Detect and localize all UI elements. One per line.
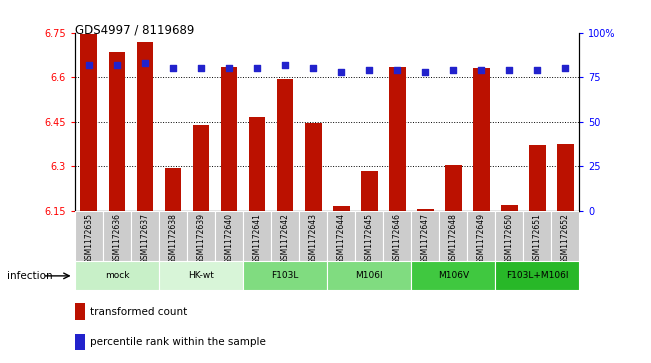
Bar	[557, 144, 574, 211]
Bar	[551, 211, 579, 261]
Bar	[445, 164, 462, 211]
Point	[448, 67, 458, 73]
Bar	[473, 68, 490, 211]
Bar	[159, 261, 243, 290]
Bar	[159, 211, 187, 261]
Point	[84, 62, 94, 68]
Bar	[215, 211, 243, 261]
Text: GSM1172638: GSM1172638	[169, 213, 178, 264]
Text: GSM1172646: GSM1172646	[393, 213, 402, 264]
Text: GSM1172649: GSM1172649	[477, 213, 486, 264]
Bar	[277, 79, 294, 211]
Bar	[243, 261, 327, 290]
Point	[392, 67, 402, 73]
Bar	[165, 168, 182, 211]
Text: GDS4997 / 8119689: GDS4997 / 8119689	[75, 24, 194, 37]
Bar	[327, 211, 355, 261]
Text: M106V: M106V	[437, 272, 469, 280]
Point	[112, 62, 122, 68]
Bar	[529, 145, 546, 211]
Bar	[495, 211, 523, 261]
Text: GSM1172645: GSM1172645	[365, 213, 374, 264]
Text: GSM1172639: GSM1172639	[197, 213, 206, 264]
Bar	[305, 123, 322, 211]
Bar	[249, 117, 266, 211]
Bar	[327, 261, 411, 290]
Bar	[299, 211, 327, 261]
Point	[476, 67, 486, 73]
Text: GSM1172648: GSM1172648	[449, 213, 458, 264]
Bar	[81, 34, 97, 211]
Text: HK-wt: HK-wt	[188, 272, 214, 280]
Bar	[467, 211, 495, 261]
Text: GSM1172650: GSM1172650	[505, 213, 514, 264]
Text: GSM1172642: GSM1172642	[281, 213, 290, 264]
Bar	[361, 171, 378, 211]
Point	[560, 65, 570, 71]
Point	[308, 65, 318, 71]
Point	[532, 67, 542, 73]
Text: infection: infection	[7, 271, 52, 281]
Point	[364, 67, 374, 73]
Bar	[495, 261, 579, 290]
Bar	[411, 211, 439, 261]
Bar	[243, 211, 271, 261]
Text: transformed count: transformed count	[90, 307, 187, 317]
Point	[140, 60, 150, 66]
Point	[224, 65, 234, 71]
Point	[420, 69, 430, 75]
Text: GSM1172643: GSM1172643	[309, 213, 318, 264]
Text: GSM1172651: GSM1172651	[533, 213, 542, 264]
Point	[252, 65, 262, 71]
Point	[504, 67, 514, 73]
Text: GSM1172652: GSM1172652	[561, 213, 570, 264]
Bar	[333, 206, 350, 211]
Point	[196, 65, 206, 71]
Text: F103L+M106I: F103L+M106I	[506, 272, 568, 280]
Text: GSM1172636: GSM1172636	[113, 213, 121, 264]
Text: GSM1172641: GSM1172641	[253, 213, 262, 264]
Point	[280, 62, 290, 68]
Bar	[193, 125, 210, 211]
Point	[168, 65, 178, 71]
Text: GSM1172640: GSM1172640	[225, 213, 234, 264]
Text: GSM1172637: GSM1172637	[141, 213, 150, 264]
Bar	[221, 67, 238, 211]
Point	[336, 69, 346, 75]
Bar	[131, 211, 159, 261]
Bar	[389, 67, 406, 211]
Bar	[137, 41, 154, 211]
Bar	[75, 303, 85, 320]
Bar	[271, 211, 299, 261]
Bar	[109, 52, 125, 211]
Text: M106I: M106I	[355, 272, 383, 280]
Text: GSM1172647: GSM1172647	[421, 213, 430, 264]
Bar	[411, 261, 495, 290]
Bar	[103, 211, 131, 261]
Bar	[187, 211, 215, 261]
Text: mock: mock	[105, 272, 129, 280]
Text: percentile rank within the sample: percentile rank within the sample	[90, 337, 266, 347]
Text: GSM1172635: GSM1172635	[85, 213, 93, 264]
Text: GSM1172644: GSM1172644	[337, 213, 346, 264]
Bar	[501, 205, 518, 211]
Bar	[355, 211, 383, 261]
Bar	[75, 334, 85, 350]
Text: F103L: F103L	[271, 272, 299, 280]
Bar	[75, 261, 159, 290]
Bar	[417, 209, 434, 211]
Bar	[75, 211, 103, 261]
Bar	[523, 211, 551, 261]
Bar	[383, 211, 411, 261]
Bar	[439, 211, 467, 261]
